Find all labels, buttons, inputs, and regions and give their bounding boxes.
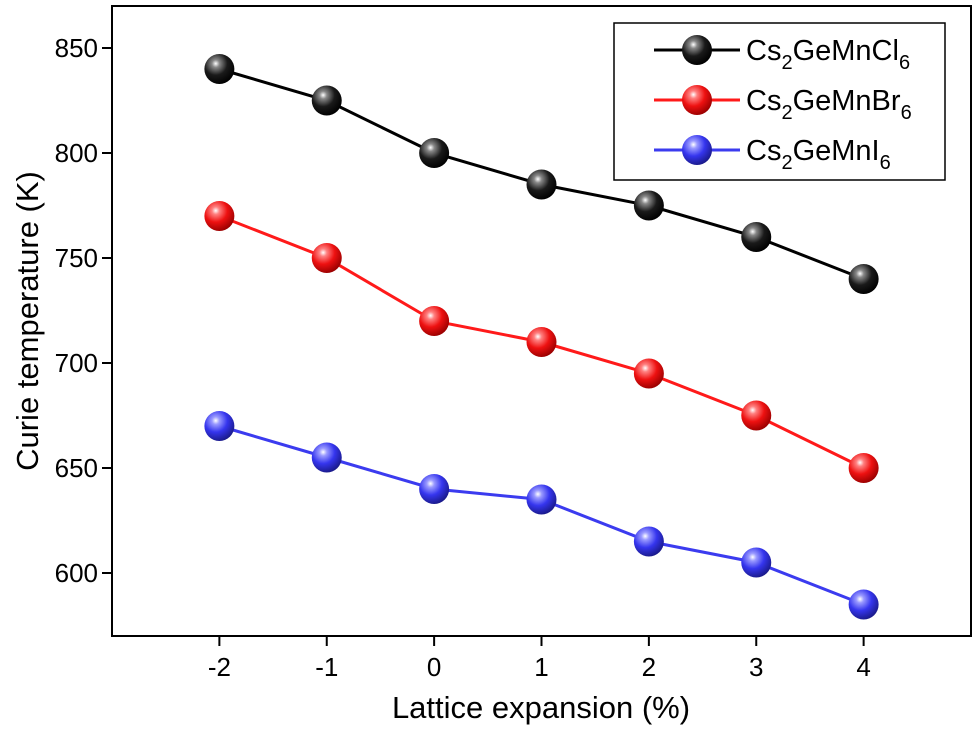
data-point <box>741 222 772 252</box>
y-tick-label: 600 <box>55 558 98 588</box>
legend-label-part: GeMnCl <box>793 35 899 67</box>
x-tick-label: 2 <box>642 652 656 682</box>
data-point <box>204 54 235 84</box>
data-point <box>311 442 342 473</box>
legend-marker <box>682 85 712 115</box>
data-point <box>204 411 235 441</box>
data-point <box>741 547 772 578</box>
legend-entry: Cs2GeMnBr6 <box>654 85 912 124</box>
legend-label-part: Cs <box>746 135 781 167</box>
legend-marker <box>682 135 712 165</box>
data-point <box>526 169 557 200</box>
data-point <box>526 484 557 515</box>
x-tick-label: -1 <box>315 652 338 682</box>
legend-label-subscript: 2 <box>781 152 792 174</box>
x-tick-label: 4 <box>856 652 870 682</box>
x-tick-label: 1 <box>534 652 548 682</box>
legend-label-subscript: 6 <box>901 102 912 124</box>
legend-label-part: Cs <box>746 35 781 67</box>
series-2 <box>204 411 879 620</box>
data-point <box>633 190 664 221</box>
data-point <box>633 358 664 389</box>
y-tick-label: 750 <box>55 243 98 273</box>
x-axis-title: Lattice expansion (%) <box>392 690 690 725</box>
series-layer <box>204 54 879 620</box>
data-point <box>848 264 879 294</box>
data-point <box>741 400 772 431</box>
y-tick-label: 650 <box>55 453 98 483</box>
series-0 <box>204 54 879 294</box>
data-point <box>419 306 450 336</box>
data-point <box>311 85 342 116</box>
legend-entry: Cs2GeMnI6 <box>654 135 891 174</box>
data-point <box>204 201 235 231</box>
x-tick-label: 3 <box>749 652 763 682</box>
legend-label-subscript: 2 <box>781 102 792 124</box>
legend-label-subscript: 2 <box>781 52 792 74</box>
legend-entry: Cs2GeMnCl6 <box>654 35 910 74</box>
y-tick-label: 700 <box>55 348 98 378</box>
y-axis-title: Curie temperature (K) <box>10 171 45 471</box>
data-point <box>419 474 450 504</box>
data-point <box>311 243 342 273</box>
legend-label: Cs2GeMnBr6 <box>746 85 912 124</box>
data-point <box>526 327 557 357</box>
y-tick-label: 850 <box>55 33 98 63</box>
data-point <box>848 589 879 620</box>
legend-marker <box>682 35 712 65</box>
x-tick-label: -2 <box>208 652 231 682</box>
data-point <box>633 526 664 557</box>
legend-label: Cs2GeMnCl6 <box>746 35 910 74</box>
series-1 <box>204 201 879 483</box>
legend-label: Cs2GeMnI6 <box>746 135 891 174</box>
x-tick-label: 0 <box>427 652 441 682</box>
legend-label-part: Cs <box>746 85 781 117</box>
legend-label-part: GeMnI <box>793 135 880 167</box>
y-tick-label: 800 <box>55 138 98 168</box>
data-point <box>848 453 879 483</box>
legend-label-part: GeMnBr <box>793 85 901 117</box>
data-point <box>419 138 450 168</box>
legend-label-subscript: 6 <box>899 52 910 74</box>
legend-label-subscript: 6 <box>880 152 891 174</box>
axis-ticks: -2 -1 0 1 2 3 4 600 650 700 750 800 850 <box>55 33 871 682</box>
